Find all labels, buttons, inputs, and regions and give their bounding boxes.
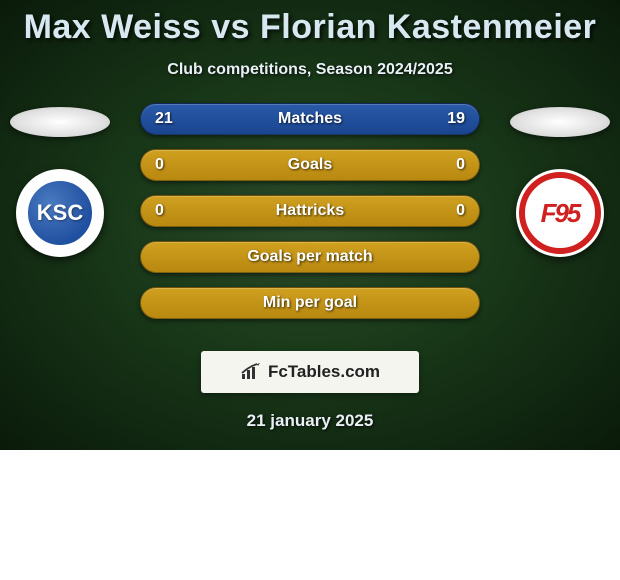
stat-bar: 0Goals0 bbox=[140, 149, 480, 181]
watermark-text: FcTables.com bbox=[268, 362, 380, 382]
page-title: Max Weiss vs Florian Kastenmeier bbox=[0, 0, 620, 47]
chart-icon bbox=[240, 363, 262, 381]
stat-bar: Goals per match bbox=[140, 241, 480, 273]
stat-left-value: 0 bbox=[155, 202, 185, 220]
content-area: KSC 21Matches190Goals00Hattricks0Goals p… bbox=[0, 103, 620, 333]
date-label: 21 january 2025 bbox=[0, 411, 620, 431]
club-logo-right: F95 bbox=[516, 169, 604, 257]
right-player-column: F95 bbox=[500, 103, 620, 257]
player-photo-placeholder-left bbox=[10, 107, 110, 137]
subtitle: Club competitions, Season 2024/2025 bbox=[0, 61, 620, 79]
stat-label: Hattricks bbox=[185, 202, 435, 220]
stat-label: Goals bbox=[185, 156, 435, 174]
stat-right-value: 0 bbox=[435, 202, 465, 220]
blank-area bbox=[0, 450, 620, 580]
stat-right-value: 0 bbox=[435, 156, 465, 174]
stat-label: Min per goal bbox=[185, 294, 435, 312]
stat-bar: Min per goal bbox=[140, 287, 480, 319]
stat-left-value: 0 bbox=[155, 156, 185, 174]
club-logo-left: KSC bbox=[16, 169, 104, 257]
club-logo-left-inner: KSC bbox=[25, 178, 95, 248]
comparison-card: Max Weiss vs Florian Kastenmeier Club co… bbox=[0, 0, 620, 450]
stat-bar: 0Hattricks0 bbox=[140, 195, 480, 227]
stat-left-value: 21 bbox=[155, 110, 185, 128]
stat-label: Goals per match bbox=[185, 248, 435, 266]
player-photo-placeholder-right bbox=[510, 107, 610, 137]
stat-label: Matches bbox=[185, 110, 435, 128]
left-player-column: KSC bbox=[0, 103, 120, 257]
club-logo-right-ring: F95 bbox=[519, 172, 601, 254]
stat-bars: 21Matches190Goals00Hattricks0Goals per m… bbox=[140, 103, 480, 319]
watermark: FcTables.com bbox=[201, 351, 419, 393]
stat-bar: 21Matches19 bbox=[140, 103, 480, 135]
stat-right-value: 19 bbox=[435, 110, 465, 128]
club-logo-right-inner: F95 bbox=[541, 198, 580, 229]
